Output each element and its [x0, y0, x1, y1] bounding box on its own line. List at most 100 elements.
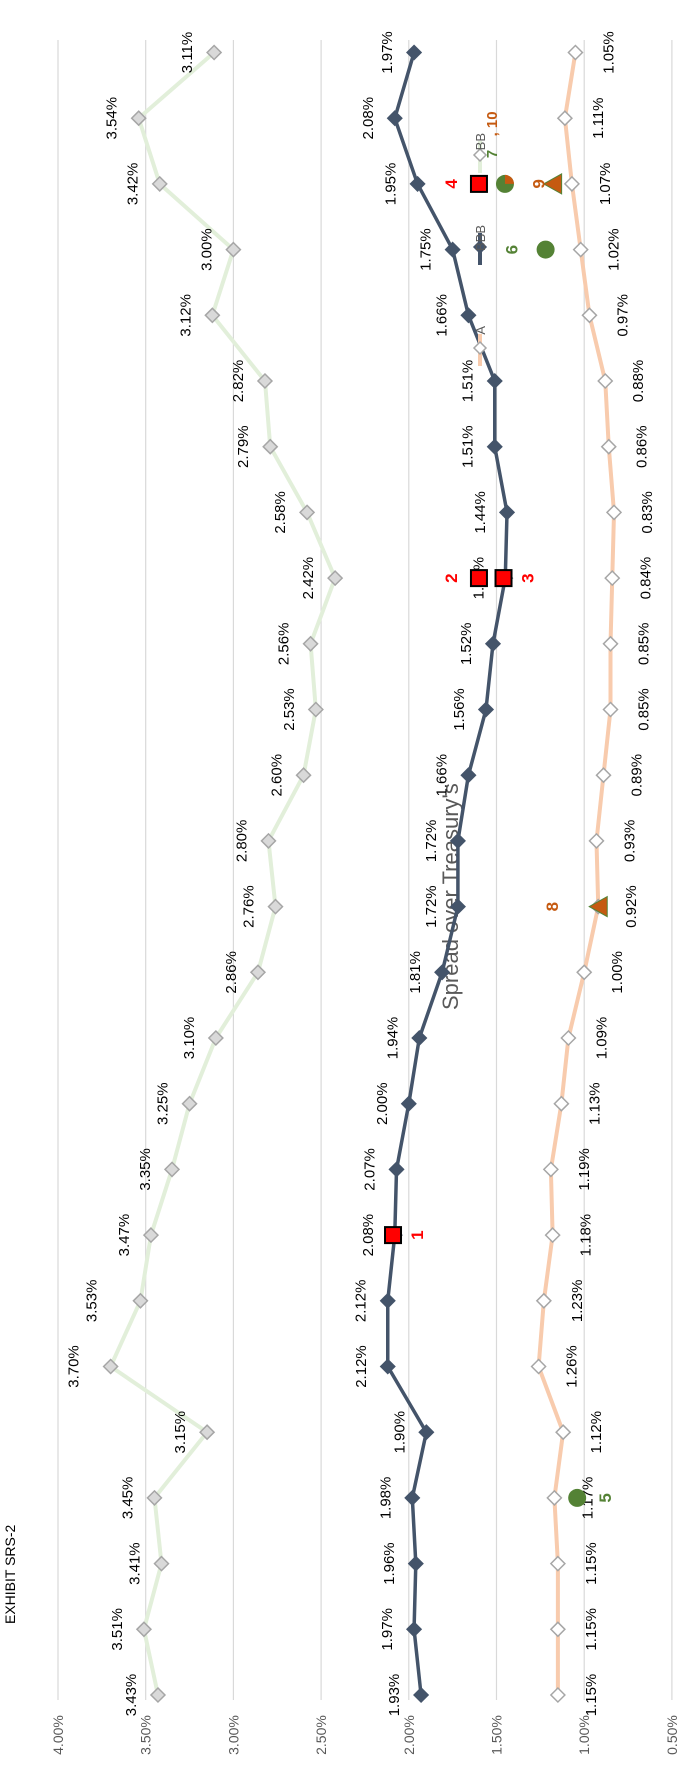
- marker-a: [535, 1292, 552, 1309]
- annotation-label: 1: [408, 1230, 427, 1239]
- annotation-circle: [568, 1488, 587, 1507]
- marker-a: [576, 964, 593, 981]
- marker-bb: [260, 832, 277, 849]
- data-label-bbb: 1.75%: [418, 228, 435, 271]
- data-label-bb: 3.41%: [126, 1542, 143, 1585]
- marker-bb: [163, 1161, 181, 1178]
- marker-bb: [327, 570, 344, 587]
- marker-bbb: [406, 1621, 423, 1638]
- legend-marker: [472, 340, 488, 356]
- marker-bb: [307, 701, 324, 718]
- data-label-bb: 3.47%: [116, 1214, 133, 1257]
- annotation-label: , 10: [484, 111, 501, 136]
- marker-a: [549, 1686, 566, 1704]
- data-label-bbb: 1.51%: [460, 425, 477, 468]
- annotation-triangle: [542, 173, 563, 195]
- y-tick-label: 0.50%: [664, 1715, 680, 1755]
- marker-a: [542, 1161, 559, 1178]
- marker-bb: [199, 1424, 216, 1441]
- marker-bb: [149, 1686, 167, 1704]
- y-tick-label: 1.00%: [576, 1715, 592, 1755]
- annotation-square: [469, 174, 488, 193]
- data-label-a: 1.02%: [606, 228, 623, 271]
- data-label-a: 1.15%: [583, 1542, 600, 1585]
- data-label-a: 0.83%: [639, 491, 656, 534]
- data-label-a: 1.12%: [588, 1411, 605, 1454]
- marker-bb: [130, 110, 147, 127]
- marker-bbb: [460, 307, 477, 324]
- series-lines: [108, 50, 617, 1696]
- legend-label: BBB: [473, 225, 488, 251]
- data-label-a: 1.26%: [564, 1345, 581, 1388]
- data-label-a: 0.85%: [636, 688, 653, 731]
- legend-label: A: [473, 326, 488, 335]
- data-label-bb: 2.80%: [233, 820, 250, 863]
- marker-bbb: [484, 635, 502, 652]
- annotation-label: 8: [543, 902, 562, 911]
- data-label-bbb: 2.08%: [360, 97, 377, 140]
- data-label-bb: 3.42%: [125, 163, 142, 206]
- marker-bb: [142, 1227, 160, 1244]
- annotation-square: [384, 1226, 403, 1245]
- series-line-bb: [108, 50, 338, 1696]
- annotation-label: 2: [442, 573, 461, 582]
- data-label-a: 1.05%: [600, 31, 617, 74]
- annotation-label: 6: [503, 245, 522, 254]
- marker-bbb: [407, 1555, 424, 1572]
- data-label-bb: 3.12%: [177, 294, 194, 337]
- data-label-bb: 2.53%: [281, 688, 298, 731]
- data-label-a: 0.97%: [614, 294, 631, 337]
- marker-bbb: [486, 438, 503, 455]
- marker-bbb: [498, 504, 516, 521]
- data-label-bbb: 2.12%: [353, 1345, 370, 1388]
- marker-a: [581, 307, 598, 324]
- marker-bbb: [409, 175, 426, 192]
- marker-a: [553, 1095, 570, 1112]
- annotation-pie-slice: [504, 174, 514, 184]
- marker-bb: [132, 1292, 149, 1309]
- data-label-a: 1.23%: [569, 1280, 586, 1323]
- legend-marker: [472, 147, 488, 163]
- y-axis-ticks: 0.50% 1.00% 1.50% 2.00% 2.50% 3.00% 3.50% 4.00%: [50, 1715, 680, 1755]
- marker-bb: [256, 372, 274, 390]
- series-markers: [102, 44, 623, 1704]
- data-label-bb: 3.11%: [179, 32, 196, 73]
- y-tick-label: 4.00%: [50, 1715, 66, 1755]
- marker-a: [597, 372, 614, 390]
- data-label-bb: 3.51%: [109, 1608, 126, 1651]
- data-label-a: 0.84%: [637, 557, 654, 600]
- marker-bbb: [411, 1029, 428, 1047]
- data-label-a: 0.93%: [621, 820, 638, 863]
- legend-marker: [472, 239, 488, 255]
- data-label-bb: 3.10%: [181, 1017, 198, 1060]
- data-label-bb: 3.43%: [123, 1674, 140, 1717]
- marker-bbb: [449, 898, 466, 915]
- marker-bb: [153, 1555, 170, 1572]
- data-label-bbb: 1.97%: [379, 31, 396, 74]
- marker-bbb: [379, 1292, 396, 1309]
- data-label-bbb: 2.00%: [374, 1082, 391, 1125]
- data-label-a: 1.17%: [579, 1477, 596, 1520]
- marker-bb: [302, 635, 319, 652]
- marker-bb: [295, 767, 312, 784]
- marker-bb: [267, 898, 284, 915]
- marker-a: [549, 1621, 566, 1638]
- marker-bbb: [386, 110, 403, 127]
- data-label-bbb: 1.52%: [458, 623, 475, 666]
- data-label-bb: 3.35%: [137, 1148, 154, 1191]
- marker-bb: [249, 964, 267, 981]
- marker-bbb: [477, 701, 495, 718]
- data-label-bbb: 1.56%: [451, 688, 468, 731]
- y-tick-label: 3.50%: [138, 1715, 154, 1755]
- marker-bb: [299, 504, 316, 521]
- data-label-a: 1.09%: [593, 1017, 610, 1060]
- marker-bb: [181, 1095, 198, 1112]
- marker-a: [595, 767, 612, 784]
- data-label-a: 1.15%: [583, 1674, 600, 1717]
- data-label-bbb: 1.72%: [423, 820, 440, 863]
- marker-bbb: [404, 1489, 421, 1506]
- marker-bb: [207, 1029, 224, 1047]
- data-label-bb: 3.00%: [198, 228, 215, 271]
- annotation-triangle: [588, 895, 608, 918]
- marker-bbb: [400, 1095, 417, 1112]
